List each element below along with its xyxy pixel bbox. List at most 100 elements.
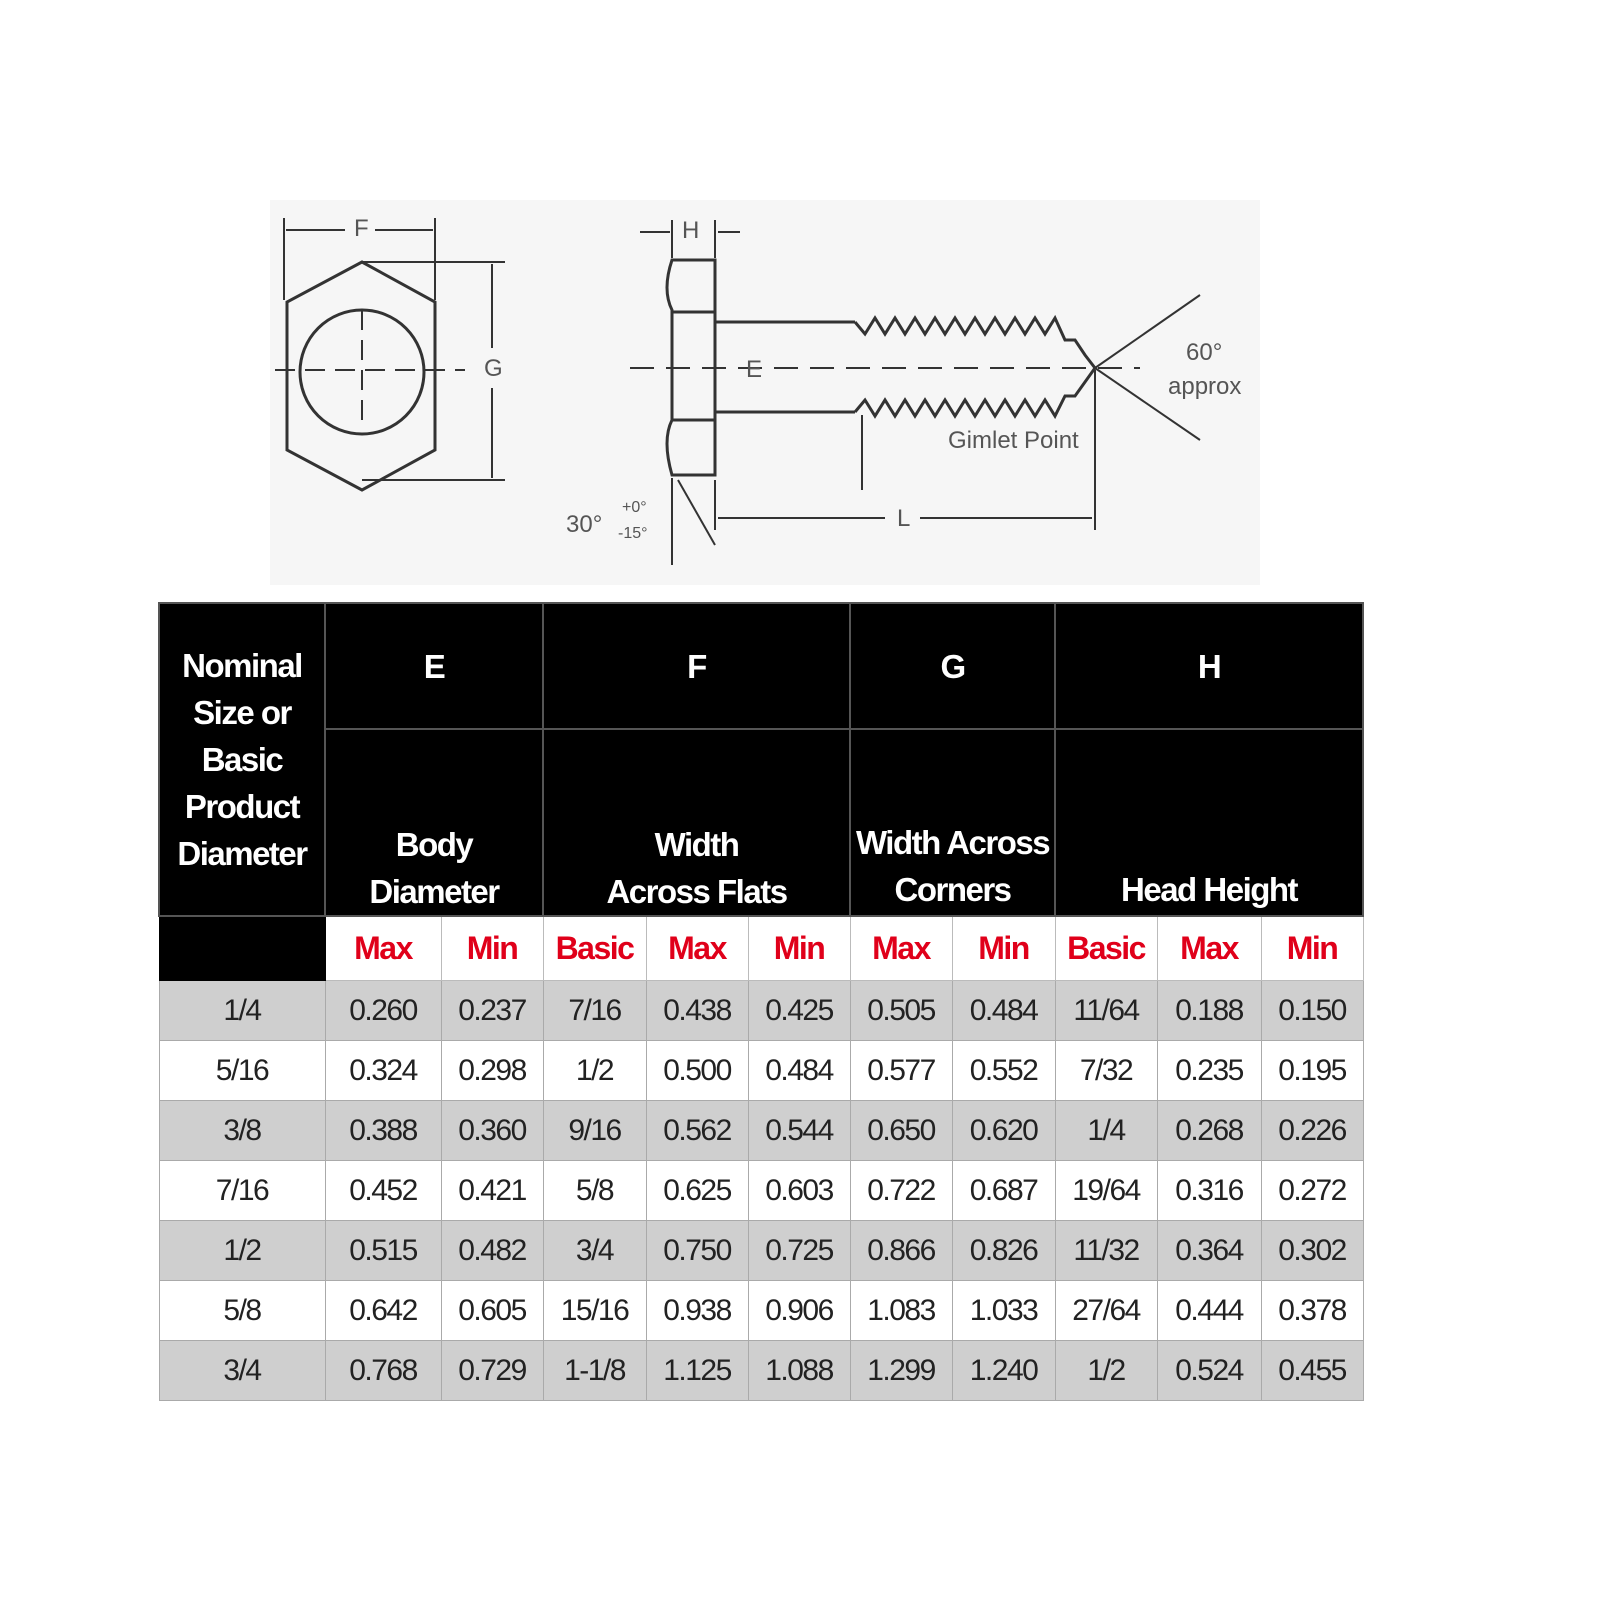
subheader-basic: Basic bbox=[1054, 915, 1158, 981]
table-cell: 0.524 bbox=[1156, 1340, 1262, 1401]
table-cell: 0.316 bbox=[1156, 1160, 1262, 1221]
table-cell: 11/64 bbox=[1054, 980, 1158, 1041]
table-cell: 0.268 bbox=[1156, 1100, 1262, 1161]
table-row: 7/16 0.452 0.421 5/8 0.625 0.603 0.722 0.687 19/… bbox=[158, 1160, 1364, 1221]
nominal-size-cell: 5/16 bbox=[158, 1040, 326, 1101]
table-cell: 1.125 bbox=[645, 1340, 749, 1401]
table-cell: 0.687 bbox=[951, 1160, 1056, 1221]
table-cell: 0.226 bbox=[1260, 1100, 1364, 1161]
label-g: G bbox=[484, 355, 503, 382]
table-cell: 5/8 bbox=[542, 1160, 647, 1221]
table-cell: 19/64 bbox=[1054, 1160, 1158, 1221]
table-cell: 11/32 bbox=[1054, 1220, 1158, 1281]
table-cell: 7/16 bbox=[542, 980, 647, 1041]
table-cell: 0.515 bbox=[324, 1220, 442, 1281]
table-cell: 0.484 bbox=[951, 980, 1056, 1041]
table-cell: 0.324 bbox=[324, 1040, 442, 1101]
table-cell: 0.605 bbox=[440, 1280, 544, 1341]
subheader-min: Min bbox=[1260, 915, 1364, 981]
table-cell: 0.150 bbox=[1260, 980, 1364, 1041]
table-cell: 0.235 bbox=[1156, 1040, 1262, 1101]
table-cell: 0.577 bbox=[849, 1040, 953, 1101]
table-cell: 0.722 bbox=[849, 1160, 953, 1221]
label-tol-minus: -15° bbox=[618, 525, 648, 542]
header-text: Width Across Corners bbox=[855, 824, 1051, 908]
label-h: H bbox=[682, 217, 699, 244]
header-text: Width Across Flats bbox=[606, 826, 788, 910]
nominal-size-cell: 3/4 bbox=[158, 1340, 326, 1401]
table-cell: 0.620 bbox=[951, 1100, 1056, 1161]
header-width-across-flats: Width Across Flats bbox=[542, 728, 852, 917]
table-cell: 1/2 bbox=[1054, 1340, 1158, 1401]
table-cell: 15/16 bbox=[542, 1280, 647, 1341]
nominal-size-cell: 1/2 bbox=[158, 1220, 326, 1281]
table-cell: 1/2 bbox=[542, 1040, 647, 1101]
table-row: 5/16 0.324 0.298 1/2 0.500 0.484 0.577 0.552 7/3… bbox=[158, 1040, 1364, 1101]
table-cell: 0.544 bbox=[747, 1100, 851, 1161]
subheader-min: Min bbox=[440, 915, 544, 981]
table-cell: 0.260 bbox=[324, 980, 442, 1041]
header-text: Head Height bbox=[1121, 871, 1299, 908]
header-g: G bbox=[849, 602, 1057, 730]
hex-head-outline bbox=[285, 260, 437, 492]
table-cell: 0.421 bbox=[440, 1160, 544, 1221]
table-cell: 0.438 bbox=[645, 980, 749, 1041]
table-cell: 1.033 bbox=[951, 1280, 1056, 1341]
subheader-max: Max bbox=[849, 915, 953, 981]
table-cell: 3/4 bbox=[542, 1220, 647, 1281]
table-cell: 0.455 bbox=[1260, 1340, 1364, 1401]
table-cell: 9/16 bbox=[542, 1100, 647, 1161]
label-gimlet-point: Gimlet Point bbox=[948, 427, 1079, 454]
table-cell: 0.302 bbox=[1260, 1220, 1364, 1281]
label-chamfer-angle: 30° bbox=[566, 511, 602, 538]
table-cell: 1.299 bbox=[849, 1340, 953, 1401]
table-cell: 0.866 bbox=[849, 1220, 953, 1281]
subheader-basic: Basic bbox=[542, 915, 647, 981]
table-cell: 0.729 bbox=[440, 1340, 544, 1401]
table-cell: 1/4 bbox=[1054, 1100, 1158, 1161]
table-cell: 0.378 bbox=[1260, 1280, 1364, 1341]
label-approx: approx bbox=[1168, 373, 1241, 400]
header-nominal-size: Nominal Size or Basic Product Diameter bbox=[158, 602, 326, 917]
table-cell: 1.088 bbox=[747, 1340, 851, 1401]
label-e: E bbox=[746, 356, 762, 383]
table-cell: 0.650 bbox=[849, 1100, 953, 1161]
label-tol-plus: +0° bbox=[622, 499, 647, 516]
nominal-size-cell: 3/8 bbox=[158, 1100, 326, 1161]
header-f: F bbox=[542, 602, 852, 730]
table-cell: 0.360 bbox=[440, 1100, 544, 1161]
subheader-max: Max bbox=[324, 915, 442, 981]
header-width-across-corners: Width Across Corners bbox=[849, 728, 1057, 917]
label-l: L bbox=[897, 505, 910, 532]
table-cell: 0.484 bbox=[747, 1040, 851, 1101]
subheader-max: Max bbox=[1156, 915, 1262, 981]
table-cell: 0.188 bbox=[1156, 980, 1262, 1041]
table-cell: 0.603 bbox=[747, 1160, 851, 1221]
table-cell: 0.195 bbox=[1260, 1040, 1364, 1101]
table-cell: 0.642 bbox=[324, 1280, 442, 1341]
table-cell: 1.083 bbox=[849, 1280, 953, 1341]
table-row: 3/8 0.388 0.360 9/16 0.562 0.544 0.650 0.620 1/4… bbox=[158, 1100, 1364, 1161]
table-row: 5/8 0.642 0.605 15/16 0.938 0.906 1.083 1.033 27… bbox=[158, 1280, 1364, 1341]
header-body-diameter: Body Diameter bbox=[323, 728, 545, 917]
table-cell: 0.625 bbox=[645, 1160, 749, 1221]
table-row: 3/4 0.768 0.729 1-1/8 1.125 1.088 1.299 1.240 1/… bbox=[158, 1340, 1364, 1401]
thread-top bbox=[853, 314, 1097, 369]
table-cell: 0.750 bbox=[645, 1220, 749, 1281]
label-f: F bbox=[354, 215, 369, 242]
table-cell: 0.725 bbox=[747, 1220, 851, 1281]
subheader-blank bbox=[158, 915, 326, 981]
lag-screw-dimension-table: Nominal Size or Basic Product Diameter E… bbox=[158, 602, 1365, 1401]
subheader-min: Min bbox=[747, 915, 851, 981]
subheader-max: Max bbox=[645, 915, 749, 981]
table-cell: 0.906 bbox=[747, 1280, 851, 1341]
table-cell: 0.452 bbox=[324, 1160, 442, 1221]
table-cell: 0.482 bbox=[440, 1220, 544, 1281]
lag-screw-diagram: F G H E L 60° approx Gimlet Point 30° +0… bbox=[270, 200, 1260, 585]
table-cell: 1.240 bbox=[951, 1340, 1056, 1401]
table-cell: 0.826 bbox=[951, 1220, 1056, 1281]
subheader-min: Min bbox=[951, 915, 1056, 981]
table-cell: 0.237 bbox=[440, 980, 544, 1041]
table-cell: 1-1/8 bbox=[542, 1340, 647, 1401]
table-cell: 0.552 bbox=[951, 1040, 1056, 1101]
